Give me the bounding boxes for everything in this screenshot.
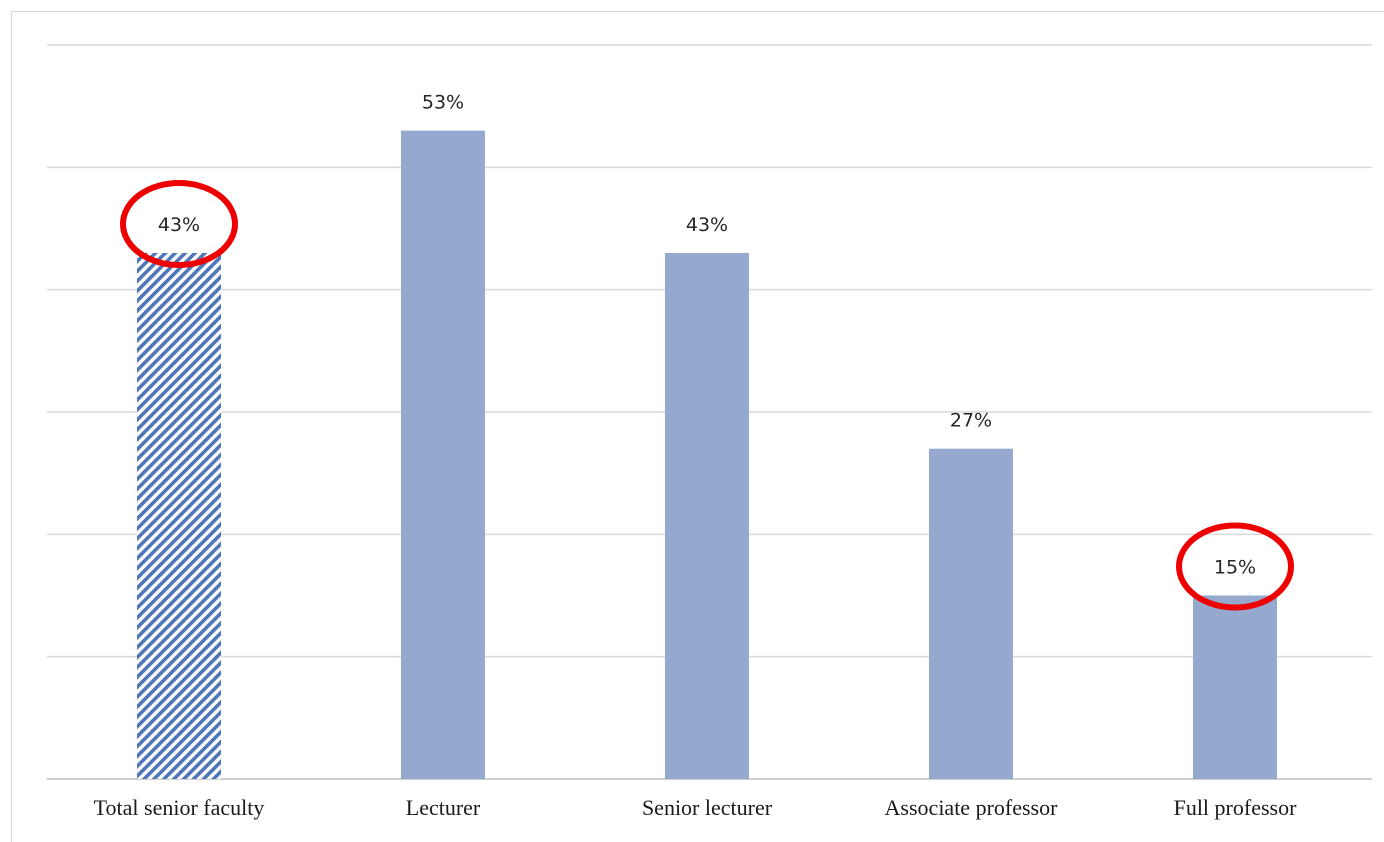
category-labels: Total senior faculty Lecturer Senior lectu…: [94, 795, 1297, 820]
bars: [137, 130, 1277, 780]
highlight-circle: [1176, 522, 1294, 611]
highlight-rings: [120, 179, 1294, 611]
category-label: Senior lecturer: [642, 795, 773, 820]
data-label: 15%: [1214, 557, 1256, 579]
highlight-circle: [120, 179, 238, 268]
bar: [401, 130, 485, 780]
chart-frame: [11, 11, 1384, 842]
category-label: Full professor: [1174, 795, 1298, 820]
data-labels: 43% 53% 43% 27% 15%: [158, 92, 1256, 579]
bar: [137, 252, 221, 779]
data-label: 43%: [158, 214, 200, 236]
category-label: Total senior faculty: [94, 795, 265, 820]
bar: [929, 448, 1013, 779]
category-label: Associate professor: [885, 795, 1059, 820]
bar: [1193, 595, 1277, 779]
bar: [665, 252, 749, 779]
category-label: Lecturer: [406, 795, 481, 820]
data-label: 27%: [950, 410, 992, 432]
data-label: 53%: [422, 92, 464, 114]
data-label: 43%: [686, 214, 728, 236]
